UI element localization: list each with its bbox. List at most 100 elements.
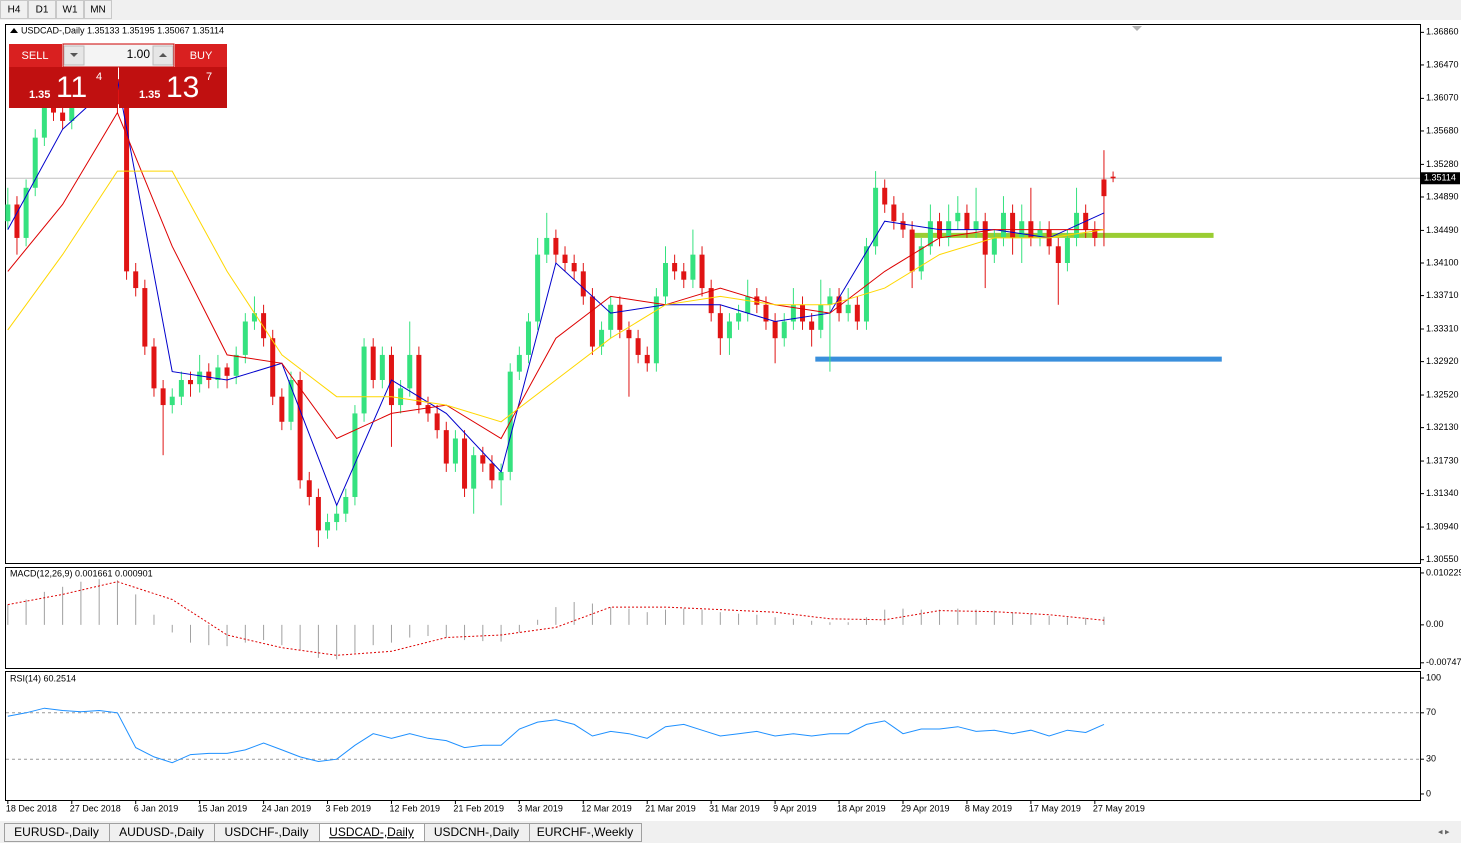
y-tick-label: 1.36070	[1426, 93, 1459, 103]
candle-body	[617, 304, 623, 330]
candle-body	[973, 221, 979, 230]
candle-body	[41, 104, 47, 138]
moving-average	[7, 170, 1105, 423]
candle-body	[1110, 176, 1116, 179]
y-tick-label: 1.32520	[1426, 389, 1459, 399]
buy-button[interactable]	[175, 44, 227, 67]
lot-input[interactable]	[62, 43, 175, 68]
candle-body	[288, 379, 294, 422]
candle-body	[443, 430, 449, 464]
candle-body	[800, 304, 806, 322]
x-tick-label: 9 Apr 2019	[773, 803, 817, 813]
candle-body	[571, 262, 577, 272]
chart-tab[interactable]	[529, 823, 642, 842]
chart-tab-label: USDCAD-,Daily	[329, 825, 414, 839]
candle-body	[809, 321, 815, 330]
y-tick-label: 1.34890	[1426, 191, 1459, 201]
candle-body	[982, 221, 988, 255]
timeframe-label: H4	[8, 5, 21, 16]
candle-body	[690, 254, 696, 280]
candle-body	[873, 187, 879, 247]
candle-body	[1037, 229, 1043, 238]
x-tick-label: 27 Dec 2018	[70, 803, 121, 813]
x-tick-label: 29 Apr 2019	[901, 803, 950, 813]
y-tick-label: 100	[1426, 672, 1441, 682]
y-tick-label: 1.34490	[1426, 225, 1459, 235]
rsi-line	[7, 707, 1105, 764]
tab-scroll[interactable]: ◂ ▸	[1438, 826, 1450, 836]
x-tick-label: 17 May 2019	[1029, 803, 1081, 813]
chart-tab-label: USDCHF-,Daily	[225, 825, 309, 839]
macd-panel	[5, 567, 1421, 669]
x-tick-label: 24 Jan 2019	[262, 803, 312, 813]
candle-body	[516, 354, 522, 372]
candle-body	[361, 346, 367, 414]
candle-body	[717, 313, 723, 339]
candle-body	[525, 321, 531, 355]
candle-body	[334, 513, 340, 523]
timeframe-button[interactable]	[28, 0, 56, 19]
y-tick-label: 70	[1426, 707, 1436, 717]
candle-body	[845, 304, 851, 314]
y-tick-label: 1.32130	[1426, 422, 1459, 432]
timeframe-label: D1	[36, 5, 49, 16]
main-panel	[5, 24, 1421, 564]
candle-body	[955, 212, 961, 222]
y-tick-label: 0	[1426, 788, 1431, 798]
candle-body	[681, 271, 687, 280]
timeframe-button[interactable]	[56, 0, 84, 19]
y-tick-label: 1.35680	[1426, 125, 1459, 135]
candle-body	[462, 438, 468, 489]
candle-body	[151, 346, 157, 389]
candle-body	[909, 229, 915, 272]
candle-body	[553, 237, 559, 255]
candle-body	[626, 329, 632, 339]
candle-body	[1000, 212, 1006, 238]
header-arrow	[10, 28, 18, 33]
sell-price-prefix: 1.35	[29, 89, 50, 101]
candle-body	[900, 221, 906, 230]
candle-body	[178, 379, 184, 397]
rsi-panel	[5, 671, 1421, 801]
y-tick-label: -0.007477	[1426, 657, 1461, 667]
buy-price-box[interactable]	[119, 67, 227, 108]
candle-body	[197, 371, 203, 385]
y-tick-label: 0.00	[1426, 619, 1444, 629]
candle-body	[297, 379, 303, 481]
y-tick-label: 0.010229	[1426, 567, 1461, 577]
candle-body	[124, 104, 130, 272]
x-tick-label: 12 Feb 2019	[389, 803, 440, 813]
timeframe-button[interactable]	[0, 0, 28, 19]
candle-body	[306, 480, 312, 497]
chart-window	[0, 20, 1461, 821]
candle-body	[315, 496, 321, 531]
candle-body	[635, 338, 641, 355]
chart-header: USDCAD-,Daily 1.35133 1.35195 1.35067 1.…	[21, 25, 224, 35]
candle-body	[544, 237, 550, 255]
candle-body	[535, 254, 541, 322]
candle-body	[580, 271, 586, 297]
candle-body	[589, 296, 595, 347]
y-tick-label: 1.34100	[1426, 257, 1459, 267]
candle-body	[891, 204, 897, 222]
buy-price-prefix: 1.35	[139, 89, 160, 101]
candle-body	[964, 212, 970, 230]
timeframe-button[interactable]	[84, 0, 112, 19]
candle-body	[50, 104, 56, 113]
y-tick-label: 30	[1426, 754, 1436, 764]
last-price-box	[1421, 172, 1460, 185]
sell-price-box[interactable]	[9, 67, 118, 108]
sell-button[interactable]	[9, 44, 62, 67]
candle-body	[763, 304, 769, 322]
macd-title: MACD(12,26,9) 0.001661 0.000901	[10, 568, 153, 578]
macd-signal	[7, 581, 1105, 656]
candle-body	[224, 367, 230, 376]
candle-body	[745, 296, 751, 314]
x-tick-label: 6 Jan 2019	[134, 803, 179, 813]
candle-body	[352, 413, 358, 497]
candle-body	[434, 413, 440, 431]
moving-average	[7, 78, 1105, 507]
trade-panel: SELL 1.00 BUY 1.35 11 4 1.35 13 7	[9, 43, 227, 108]
candle-body	[1101, 179, 1107, 197]
